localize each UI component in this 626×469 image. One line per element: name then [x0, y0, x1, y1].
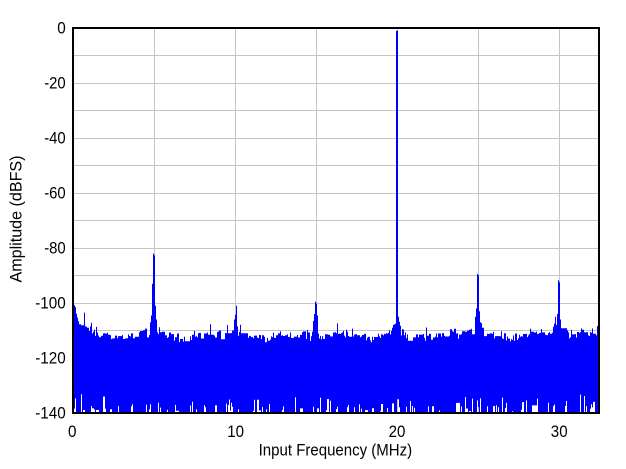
svg-text:-100: -100	[35, 295, 66, 313]
svg-text:-80: -80	[44, 240, 66, 258]
svg-text:Amplitude (dBFS): Amplitude (dBFS)	[8, 156, 26, 283]
svg-text:-20: -20	[44, 75, 66, 93]
svg-text:0: 0	[57, 20, 66, 38]
svg-text:-40: -40	[44, 130, 66, 148]
svg-text:0: 0	[68, 423, 77, 441]
svg-text:-140: -140	[35, 405, 66, 423]
svg-text:10: 10	[227, 423, 244, 441]
svg-text:-120: -120	[35, 350, 66, 368]
svg-text:30: 30	[551, 423, 568, 441]
svg-text:Input Frequency (MHz): Input Frequency (MHz)	[259, 442, 413, 460]
svg-text:20: 20	[389, 423, 406, 441]
svg-text:-60: -60	[44, 185, 66, 203]
